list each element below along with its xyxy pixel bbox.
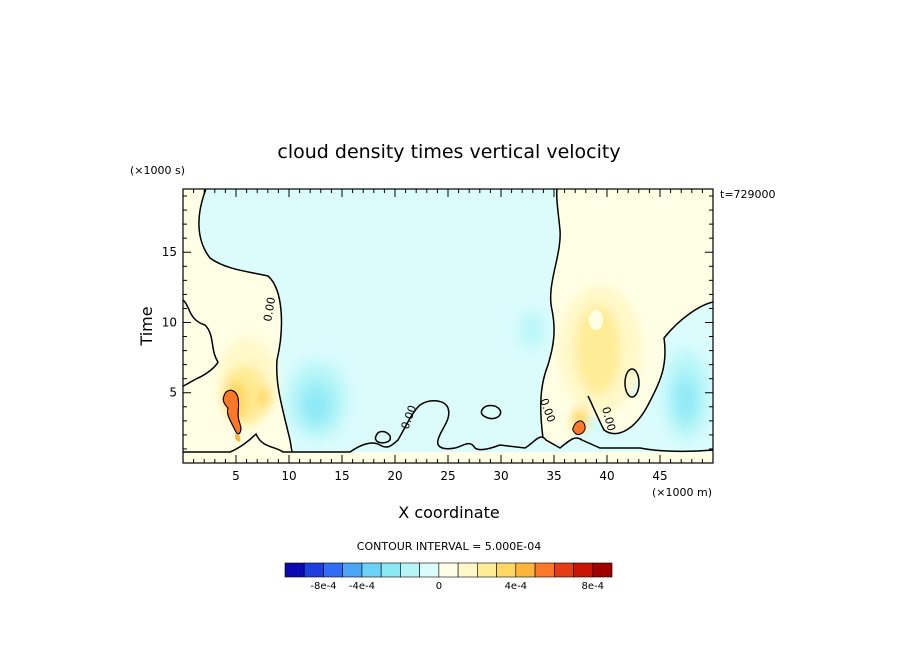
y-tick-label: 10 (162, 315, 177, 329)
colorbar-swatch (534, 562, 555, 578)
x-tick-label: 35 (546, 469, 561, 483)
time-stamp: t=729000 (720, 188, 776, 201)
zero-contour-right (539, 189, 561, 439)
zero-contour-hole (624, 368, 640, 398)
zero-contour-left-edge (183, 299, 219, 387)
zero-contour-bubble (374, 430, 392, 444)
colorbar-tick-label: 0 (436, 581, 442, 592)
colorbar-swatch (457, 562, 478, 578)
positive-level-3 (257, 388, 271, 408)
colorbar-swatch (323, 562, 344, 578)
colorbar-swatch (477, 562, 497, 578)
positive-core-right (572, 420, 586, 435)
y-axis-title: Time (137, 306, 156, 346)
colorbar-swatch (342, 562, 363, 578)
zero-contour-label: 0.00 (599, 405, 618, 432)
zero-contour-right-edge (587, 301, 713, 435)
x-axis-title: X coordinate (398, 503, 499, 522)
negative-minimum-core (300, 383, 332, 427)
colorbar-swatch (361, 562, 382, 578)
colorbar-swatch (400, 562, 420, 578)
y-tick-label: 5 (169, 386, 177, 400)
x-tick-label: 15 (334, 469, 349, 483)
y-tick-label: 15 (162, 245, 177, 259)
x-tick-label: 5 (232, 469, 240, 483)
colorbar: -8e-4 -4e-4 0 4e-4 8e-4 (284, 562, 613, 592)
plot-area: 0.00 0.00 0.00 0.00 (183, 189, 713, 463)
colorbar-swatch (573, 562, 594, 578)
x-tick-label: 30 (493, 469, 508, 483)
colorbar-swatch (419, 562, 440, 578)
y-unit-label: (×1000 s) (130, 164, 185, 177)
negative-minimum-core (674, 375, 698, 425)
colorbar-tick-label: 4e-4 (505, 581, 528, 592)
axes: 5 10 15 20 25 30 35 40 45 5 10 15 (162, 189, 713, 483)
positive-core-outline (222, 389, 242, 435)
colorbar-tick-label: 8e-4 (582, 581, 605, 592)
x-tick-label: 45 (652, 469, 667, 483)
x-unit-label: (×1000 m) (652, 486, 712, 499)
colorbar-swatch (303, 562, 324, 578)
colorbar-swatch (438, 562, 459, 578)
positive-core-tail (235, 432, 241, 442)
colorbar-swatch (496, 562, 517, 578)
colorbar-swatch (284, 562, 305, 578)
positive-level-2 (576, 305, 620, 395)
zero-contour-bubble (480, 404, 502, 420)
colorbar-swatch (592, 562, 613, 578)
x-tick-label: 40 (599, 469, 614, 483)
colorbar-swatch (380, 562, 401, 578)
positive-local-low (589, 310, 603, 330)
colorbar-tick-label: -8e-4 (310, 581, 336, 592)
colorbar-swatch (515, 562, 536, 578)
contour-interval-label: CONTOUR INTERVAL = 5.000E-04 (357, 540, 541, 553)
x-tick-label: 10 (281, 469, 296, 483)
zero-contour-left (198, 189, 293, 453)
chart-title: cloud density times vertical velocity (277, 141, 620, 163)
colorbar-swatch (553, 562, 574, 578)
negative-minimum-region (520, 312, 544, 348)
x-tick-label: 25 (440, 469, 455, 483)
colorbar-tick-label: -4e-4 (349, 581, 375, 592)
x-tick-label: 20 (387, 469, 402, 483)
zero-contour-label: 0.00 (261, 296, 278, 322)
zero-contour-surface (183, 400, 713, 453)
